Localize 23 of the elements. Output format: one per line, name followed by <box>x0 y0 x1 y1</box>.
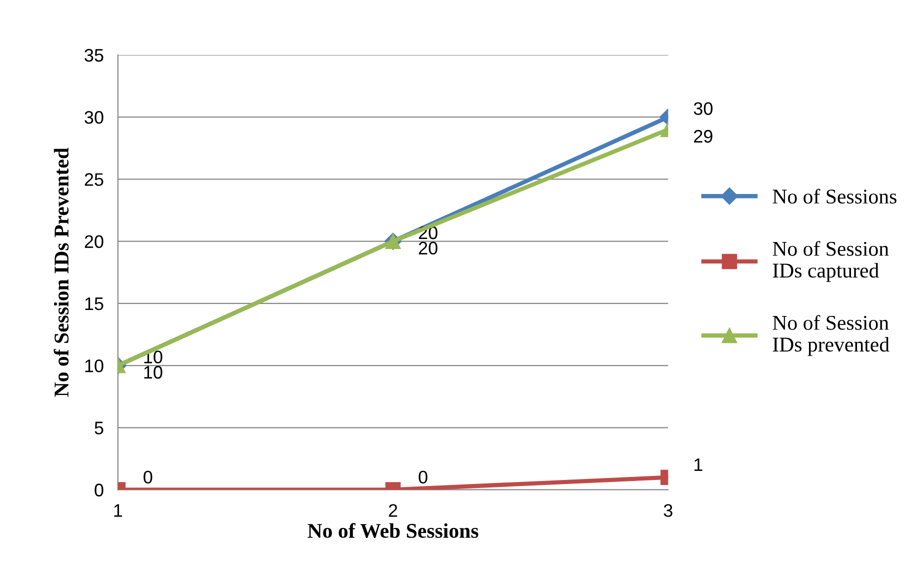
data-label: 20 <box>418 242 438 254</box>
y-tick-label: 10 <box>85 359 104 372</box>
x-tick-label: 2 <box>388 504 398 517</box>
y-axis-title: No of Session IDs Prevented <box>54 148 69 397</box>
y-tick-label: 25 <box>84 173 104 186</box>
legend-label: No of Sessions <box>772 188 896 204</box>
y-tick-label: 0 <box>94 484 104 496</box>
data-label: 1 <box>694 458 702 471</box>
y-tick-label: 20 <box>84 235 104 248</box>
x-tick-label: 3 <box>664 504 672 517</box>
data-label: 29 <box>694 130 712 143</box>
y-tick-label: 30 <box>84 111 104 124</box>
y-tick-label: 5 <box>94 422 104 434</box>
y-tick-label: 35 <box>84 48 104 62</box>
data-label: 10 <box>144 366 162 379</box>
legend-label: No of Session IDs captured <box>772 240 889 282</box>
y-tick-label: 15 <box>85 298 104 310</box>
data-label: 30 <box>694 102 713 115</box>
x-tick-label: 1 <box>114 504 122 517</box>
data-label: 0 <box>144 470 152 484</box>
data-label: 0 <box>418 470 428 484</box>
x-axis-title: No of Web Sessions <box>308 523 478 538</box>
legend-label: No of Session IDs prevented <box>772 314 890 356</box>
